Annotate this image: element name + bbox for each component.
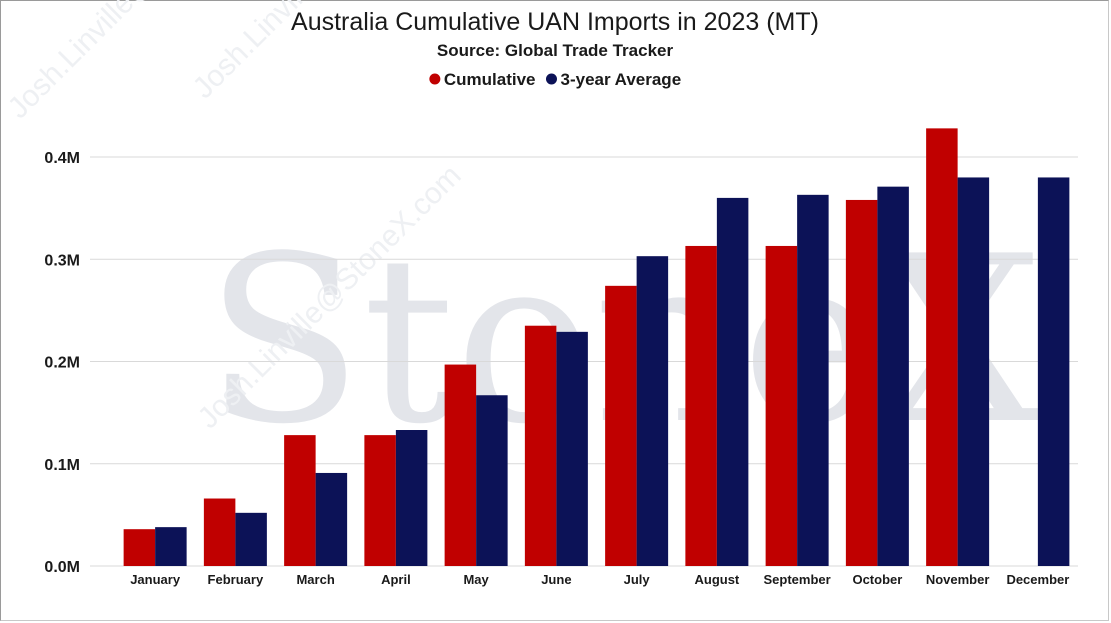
bar-three-year-average	[476, 395, 508, 566]
y-tick-label: 0.1M	[44, 457, 80, 474]
x-tick-label: April	[381, 572, 411, 587]
x-tick-label: June	[541, 572, 571, 587]
y-axis: 0.0M 0.1M 0.2M 0.3M 0.4M	[44, 150, 80, 576]
legend-item-cumulative[interactable]: Cumulative	[429, 70, 535, 89]
bar-cumulative	[364, 435, 396, 566]
bar-cumulative	[685, 245, 717, 566]
y-tick-label: 0.4M	[44, 150, 80, 167]
bar-three-year-average	[957, 177, 990, 566]
bar-three-year-average	[797, 194, 829, 566]
legend: Cumulative 3-year Average	[429, 70, 681, 89]
legend-label: Cumulative	[444, 70, 536, 89]
bar-three-year-average	[315, 472, 348, 566]
bar-cumulative	[765, 245, 798, 566]
x-tick-label: January	[130, 572, 181, 587]
bar-cumulative	[284, 435, 316, 566]
bar-three-year-average	[395, 430, 428, 566]
bar-cumulative	[203, 498, 236, 566]
bar-cumulative	[524, 325, 557, 566]
bar-three-year-average	[1037, 177, 1070, 566]
x-tick-label: December	[1006, 572, 1069, 587]
bar-three-year-average	[716, 197, 749, 566]
y-tick-label: 0.3M	[44, 252, 80, 269]
x-tick-label: August	[694, 572, 739, 587]
y-tick-label: 0.0M	[44, 559, 80, 576]
legend-marker	[429, 73, 441, 85]
x-tick-label: March	[296, 572, 334, 587]
chart-title: Australia Cumulative UAN Imports in 2023…	[291, 8, 819, 36]
bar-three-year-average	[556, 331, 588, 566]
legend-label: 3-year Average	[560, 70, 681, 89]
bars	[123, 128, 1070, 566]
bar-cumulative	[444, 364, 477, 566]
bar-cumulative	[605, 285, 637, 566]
bar-cumulative	[845, 199, 878, 566]
x-axis: January February March April May June July Augu…	[130, 572, 1069, 587]
bar-three-year-average	[155, 527, 187, 566]
y-tick-label: 0.2M	[44, 355, 80, 372]
legend-marker	[545, 73, 557, 85]
bar-cumulative	[926, 128, 958, 566]
legend-item-three-year-average[interactable]: 3-year Average	[545, 70, 681, 89]
chart-subtitle: Source: Global Trade Tracker	[437, 41, 674, 60]
x-tick-label: May	[463, 572, 489, 587]
bar-three-year-average	[235, 512, 267, 566]
bar-three-year-average	[877, 186, 909, 566]
x-tick-label: July	[624, 572, 651, 587]
x-tick-label: October	[852, 572, 902, 587]
x-tick-label: September	[764, 572, 831, 587]
x-tick-label: November	[926, 572, 990, 587]
bar-three-year-average	[636, 256, 669, 566]
bar-cumulative	[123, 529, 156, 566]
x-tick-label: February	[208, 572, 264, 587]
